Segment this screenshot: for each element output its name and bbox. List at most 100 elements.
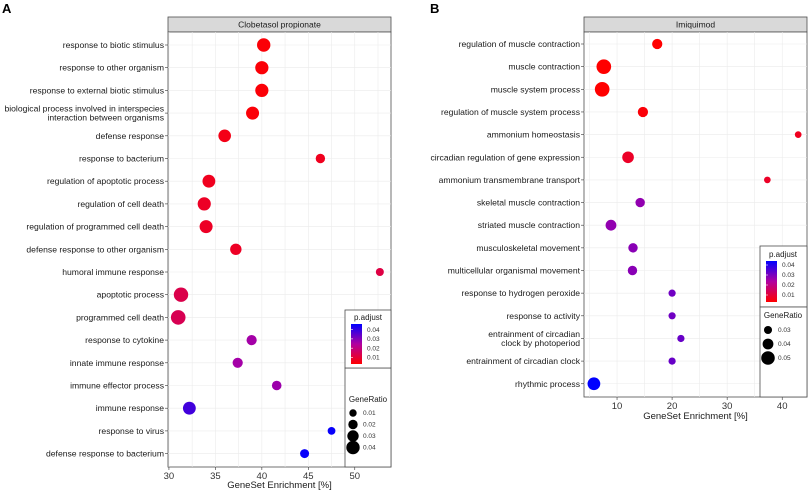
data-point — [246, 106, 260, 120]
data-point — [327, 427, 336, 435]
data-point — [300, 449, 310, 459]
size-legend-dot — [762, 338, 774, 350]
y-tick-label: response to virus — [99, 426, 164, 436]
y-tick-label: regulation of apoptotic process — [47, 176, 164, 186]
y-tick-label: regulation of muscle system process — [441, 107, 580, 117]
color-legend-tick-label: 0.03 — [367, 336, 380, 343]
data-point — [764, 176, 771, 184]
y-tick-label: humoral immune response — [62, 267, 164, 277]
size-legend-label: 0.03 — [778, 327, 791, 334]
panel-a-color-bar — [351, 324, 362, 364]
data-point — [218, 129, 231, 143]
data-point — [202, 174, 216, 188]
data-point — [271, 380, 282, 391]
data-point — [628, 243, 638, 253]
data-point — [375, 268, 384, 276]
y-tick-label: innate immune response — [70, 358, 164, 368]
panel-a-x-axis-title: GeneSet Enrichment [%] — [227, 480, 332, 491]
data-point — [246, 335, 257, 346]
panel-a-size-legend-title: GeneRatio — [349, 395, 388, 404]
size-legend-dot — [761, 351, 775, 365]
panel-b-x-ticks: 10 20 30 40 — [612, 397, 788, 412]
size-legend-dot — [349, 409, 357, 417]
panel-b: B Imiquimod regulation of muscle contrac… — [430, 1, 808, 422]
panel-b-title: Imiquimod — [676, 20, 715, 30]
y-tick-label: entrainment of circadian clock by photope… — [488, 329, 580, 348]
y-tick-label: musculoskeletal movement — [476, 243, 580, 253]
data-point — [794, 131, 802, 138]
data-point — [255, 61, 269, 75]
y-tick-label: rhythmic process — [515, 379, 580, 389]
x-tick-label: 45 — [303, 471, 314, 482]
y-tick-label: response to other organism — [59, 63, 164, 73]
panel-a-legend: p.adjust 0.01 0.02 0.03 0.04 GeneRatio 0.01… — [344, 309, 392, 468]
x-tick-label: 35 — [210, 471, 221, 482]
y-tick-label: multicellular organismal movement — [448, 266, 581, 276]
y-tick-label: ammonium transmembrane transport — [439, 175, 581, 185]
x-tick-label: 40 — [777, 401, 788, 412]
y-tick-label: defense response to bacterium — [46, 449, 164, 459]
y-tick-label: response to cytokine — [85, 335, 164, 345]
y-tick-label: regulation of programmed cell death — [26, 222, 164, 232]
panel-b-size-legend-title: GeneRatio — [764, 311, 803, 320]
x-tick-label: 30 — [164, 471, 175, 482]
data-point — [668, 312, 676, 320]
color-legend-tick-label: 0.02 — [367, 345, 380, 352]
panel-b-x-axis-title: GeneSet Enrichment [%] — [643, 411, 748, 422]
data-point — [594, 81, 610, 97]
data-point — [677, 334, 685, 343]
data-point — [637, 106, 649, 118]
x-tick-label: 50 — [349, 471, 360, 482]
data-point — [652, 38, 663, 50]
color-legend-tick-label: 0.04 — [367, 327, 380, 334]
data-point — [182, 401, 196, 415]
y-tick-label: defense response to other organism — [26, 244, 164, 254]
data-point — [622, 151, 634, 164]
size-legend-label: 0.04 — [363, 445, 376, 452]
y-tick-label: regulation of cell death — [78, 199, 165, 209]
data-point — [199, 220, 213, 234]
data-point — [635, 197, 645, 208]
panel-b-label: B — [430, 1, 439, 16]
y-tick-label: circadian regulation of gene expression — [430, 152, 580, 162]
y-tick-label: regulation of muscle contraction — [459, 39, 581, 49]
color-legend-tick-label: 0.01 — [782, 292, 795, 299]
data-point — [255, 83, 269, 97]
y-tick-label: programmed cell death — [76, 312, 164, 322]
data-point — [668, 289, 676, 297]
y-tick-label: response to external biotic stimulus — [30, 85, 164, 95]
data-point — [197, 197, 211, 211]
y-tick-label: skeletal muscle contraction — [477, 198, 580, 208]
data-point — [170, 310, 186, 325]
color-legend-tick-label: 0.03 — [782, 272, 795, 279]
panel-a-points — [170, 38, 384, 459]
panel-a-y-labels: response to biotic stimulus response to o… — [4, 40, 168, 459]
y-tick-label: response to biotic stimulus — [63, 40, 164, 50]
data-point — [232, 357, 243, 368]
panel-b-color-ticks: 0.01 0.02 0.03 0.04 — [766, 262, 795, 299]
y-tick-label: ammonium homeostasis — [487, 130, 580, 140]
size-legend-dot — [347, 430, 359, 442]
y-tick-label: biological process involved in interspec… — [4, 104, 164, 123]
panel-a-size-legend: 0.01 0.02 0.03 0.04 — [346, 409, 376, 455]
color-legend-tick-label: 0.01 — [367, 355, 380, 362]
panel-a-color-ticks: 0.01 0.02 0.03 0.04 — [351, 327, 380, 362]
color-legend-tick-label: 0.04 — [782, 262, 795, 269]
data-point — [230, 243, 242, 255]
size-legend-dot — [348, 419, 358, 430]
x-tick-label: 20 — [667, 401, 678, 412]
panel-a-label: A — [2, 1, 12, 16]
size-legend-label: 0.05 — [778, 355, 791, 362]
data-point — [668, 357, 676, 365]
x-tick-label: 30 — [722, 401, 733, 412]
panel-a-x-ticks: 30 35 40 45 50 — [164, 467, 360, 482]
y-tick-label: striated muscle contraction — [478, 220, 580, 230]
data-point — [605, 219, 617, 231]
panel-b-color-legend-title: p.adjust — [769, 250, 798, 259]
size-legend-label: 0.01 — [363, 410, 376, 417]
y-tick-label: entrainment of circadian clock — [466, 356, 580, 366]
y-tick-label: response to hydrogen peroxide — [462, 288, 581, 298]
panel-a-title: Clobetasol propionate — [238, 20, 321, 30]
y-tick-label: immune effector process — [70, 381, 164, 391]
